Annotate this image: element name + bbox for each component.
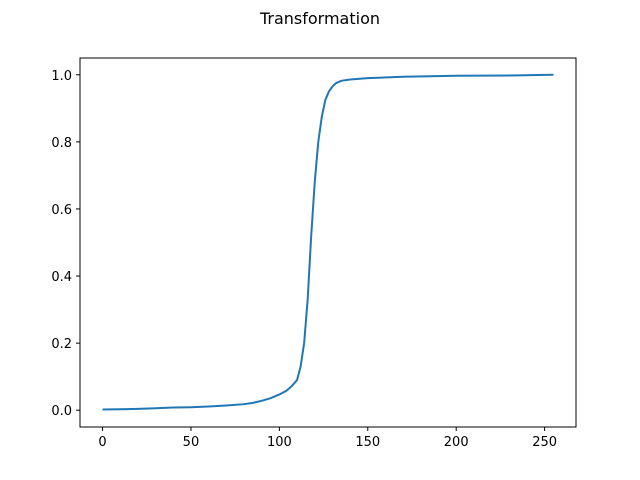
y-axis: 0.0 0.2 0.4 0.6 0.8 1.0	[51, 69, 80, 419]
y-tick-label: 0.0	[51, 404, 72, 419]
series-layer	[102, 73, 554, 411]
x-tick-label: 50	[183, 435, 200, 450]
chart-title: Transformation	[259, 9, 380, 28]
x-tick-label: 200	[444, 435, 469, 450]
plot-frame	[79, 57, 577, 428]
series-line	[102, 73, 554, 411]
x-axis: 0 50 100 150 200 250	[98, 427, 557, 450]
y-tick-label: 1.0	[51, 69, 72, 84]
x-tick-label: 250	[532, 435, 557, 450]
x-tick-label: 0	[98, 435, 106, 450]
x-tick-label: 100	[267, 435, 292, 450]
y-tick-label: 0.6	[51, 203, 72, 218]
y-tick-label: 0.8	[51, 136, 72, 151]
x-tick-label: 150	[355, 435, 380, 450]
y-tick-label: 0.2	[51, 337, 72, 352]
y-tick-label: 0.4	[51, 270, 72, 285]
